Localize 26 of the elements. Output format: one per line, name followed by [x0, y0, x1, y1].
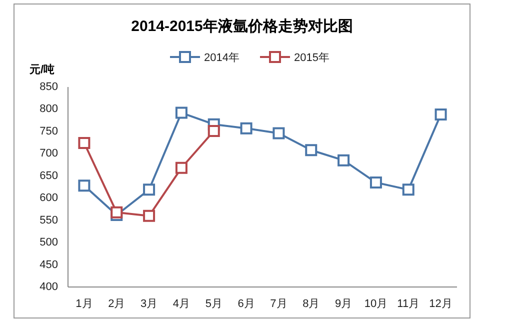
y-tick-label: 800	[40, 103, 58, 116]
y-tick-label: 650	[40, 170, 58, 182]
x-tick-label: 3月	[140, 298, 158, 310]
y-tick-label: 450	[40, 258, 58, 271]
x-tick-label: 6月	[238, 298, 255, 310]
x-tick-label: 9月	[334, 298, 352, 310]
y-tick-label: 550	[40, 214, 58, 226]
y-tick-label: 600	[40, 192, 58, 204]
x-tick-label: 5月	[205, 298, 222, 310]
x-tick-label: 1月	[76, 298, 93, 310]
x-tick-label: 2月	[108, 298, 126, 310]
y-tick-label: 850	[40, 81, 58, 93]
y-tick-label: 500	[40, 236, 58, 249]
y-tick-label: 400	[40, 281, 58, 293]
x-tick-label: 7月	[270, 298, 288, 310]
y-tick-label: 750	[40, 125, 58, 138]
x-tick-label: 10月	[364, 298, 388, 310]
y-axis-title: 元/吨	[28, 63, 55, 76]
x-tick-label: 11月	[397, 298, 420, 310]
x-tick-label: 12月	[429, 298, 452, 310]
legend-label: 2014年	[204, 52, 240, 64]
y-tick-label: 700	[40, 148, 58, 160]
legend-label: 2015年	[294, 52, 330, 64]
x-tick-label: 8月	[302, 298, 320, 310]
x-tick-label: 4月	[172, 298, 190, 310]
chart-title: 2014-2015年液氩价格走势对比图	[131, 17, 353, 35]
